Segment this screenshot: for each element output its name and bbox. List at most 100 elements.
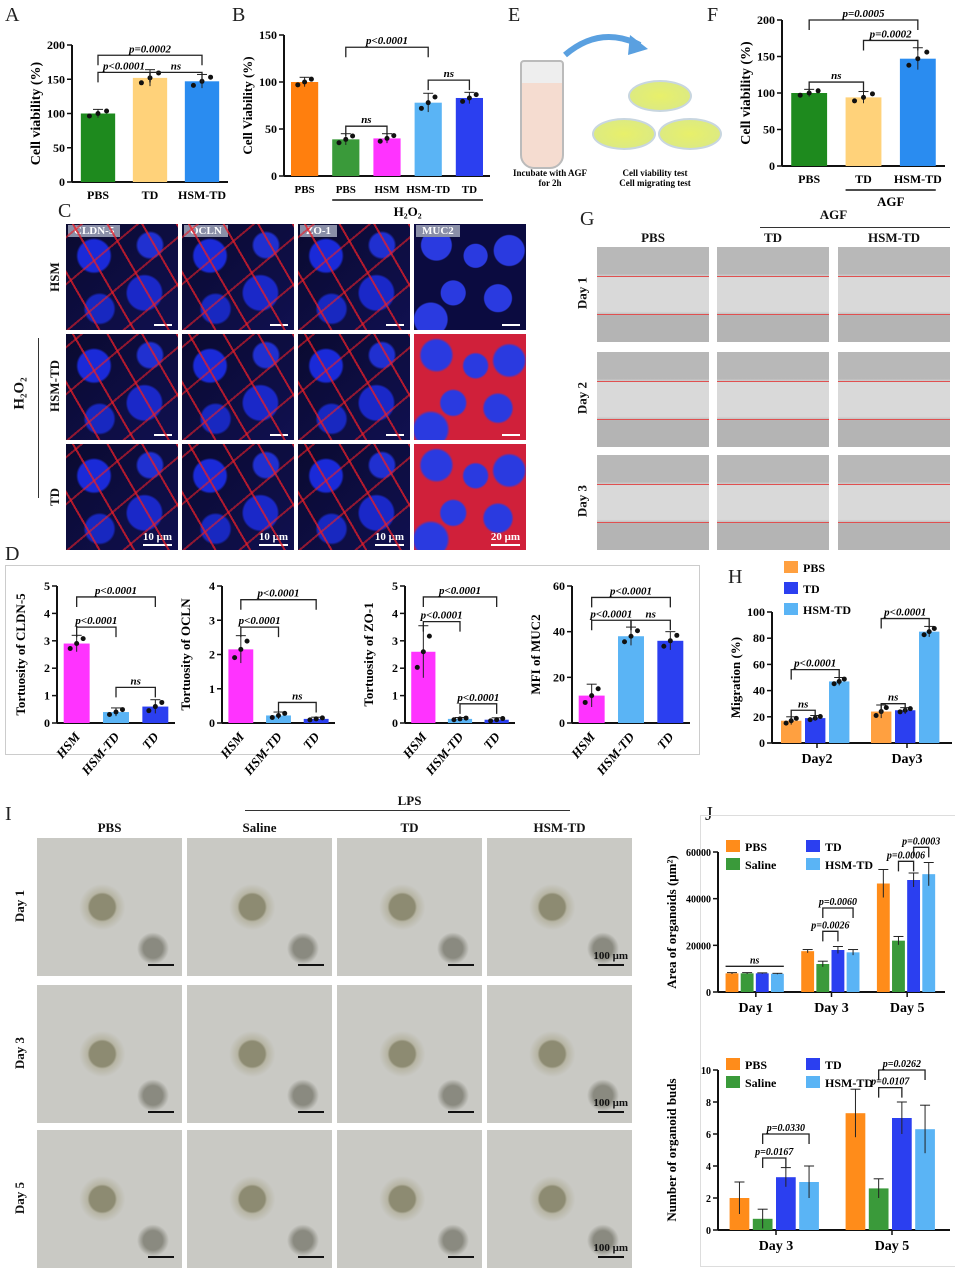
confocal-image — [182, 334, 294, 440]
y-tick-label: 0 — [759, 736, 765, 750]
data-point — [457, 716, 463, 722]
y-tick-label: 0 — [271, 169, 277, 183]
significance-bracket — [808, 81, 865, 93]
y-axis-label: Cell viability (%) — [29, 61, 44, 165]
step-1-text: Incubate with AGF for 2h — [512, 168, 587, 188]
bar — [770, 973, 784, 992]
x-tick-label: HSM — [52, 729, 83, 762]
data-point — [793, 715, 799, 721]
x-tick-label: HSM-TD — [422, 729, 467, 779]
organoid-image — [37, 1130, 182, 1268]
significance-bracket — [76, 626, 117, 638]
significance-label: p=0.0002 — [128, 43, 172, 55]
bar — [876, 883, 890, 992]
bar — [895, 710, 916, 743]
y-tick-label: 200 — [757, 13, 775, 27]
bar — [103, 712, 129, 723]
y-tick-label: 150 — [259, 28, 277, 42]
data-point — [831, 681, 837, 687]
tube-illustration — [520, 60, 564, 169]
y-tick-label: 0 — [706, 988, 711, 999]
data-point — [817, 714, 823, 720]
legend-label: HSM-TD — [825, 1076, 873, 1090]
scratch-image — [597, 247, 709, 342]
data-point — [377, 138, 383, 144]
x-tick-label: HSM-TD — [593, 729, 638, 779]
x-tick-label: PBS — [87, 188, 109, 202]
legend-label: TD — [825, 1058, 842, 1072]
legend-swatch — [726, 1076, 740, 1088]
data-point — [634, 628, 640, 634]
data-point — [926, 629, 932, 635]
y-tick-label: 20 — [553, 670, 565, 684]
confocal-image: MUC2 — [414, 224, 526, 330]
y-tick-label: 0 — [209, 716, 215, 730]
step-2-text: Cell viability test Cell migrating test — [600, 168, 710, 188]
y-tick-label: 10 — [701, 1066, 711, 1077]
y-tick-label: 0 — [769, 159, 775, 173]
x-tick-label: HSM-TD — [78, 729, 123, 779]
bar — [266, 715, 291, 723]
x-tick-label: PBS — [798, 172, 820, 186]
significance-bracket — [345, 46, 429, 58]
data-point — [119, 707, 125, 713]
organoid-image: 100 μm — [487, 1130, 632, 1268]
data-point — [319, 715, 325, 721]
y-axis-label: Cell viability (%) — [739, 41, 754, 145]
data-point — [883, 705, 889, 711]
confocal-image: OCLN — [182, 224, 294, 330]
x-tick-label: TD — [300, 729, 323, 752]
y-tick-label: 1 — [209, 682, 215, 696]
data-point — [86, 113, 92, 119]
x-tick-label: TD — [462, 184, 477, 196]
legend-swatch — [806, 1058, 820, 1070]
bar — [618, 636, 644, 723]
significance-bracket — [878, 1069, 926, 1080]
data-point — [628, 633, 634, 639]
data-point — [232, 655, 238, 661]
data-point — [418, 105, 424, 111]
bar — [831, 950, 845, 992]
significance-label: p<0.0001 — [74, 615, 117, 627]
data-point — [494, 717, 500, 723]
divider — [245, 810, 570, 811]
scratch-image — [838, 247, 950, 342]
legend-label: TD — [825, 840, 842, 854]
y-axis-label: MFI of MUC2 — [528, 614, 543, 694]
y-axis-label: Tortuosity of ZO-1 — [361, 602, 376, 706]
scale-bar — [448, 964, 474, 966]
data-point — [138, 80, 144, 86]
confocal-image: ZO-1 — [298, 224, 410, 330]
scale-bar — [148, 1111, 174, 1113]
bar — [657, 640, 684, 723]
scratch-image — [717, 247, 829, 342]
y-tick-label: 0 — [392, 716, 398, 730]
group-label: AGF — [877, 194, 905, 209]
significance-bracket — [591, 596, 671, 608]
panel-label-a: A — [5, 4, 20, 26]
data-point — [500, 716, 506, 722]
row-label: Day 5 — [12, 1181, 27, 1215]
x-tick-label: HSM — [216, 729, 247, 762]
panel-label-h: H — [728, 566, 743, 588]
data-point — [208, 74, 214, 80]
y-tick-label: 3 — [392, 634, 398, 648]
y-tick-label: 40 — [753, 684, 765, 698]
panel-label-j: J — [705, 803, 713, 825]
scratch-image — [717, 352, 829, 447]
y-tick-label: 3 — [209, 613, 215, 627]
data-point — [931, 626, 937, 632]
data-point — [414, 664, 420, 670]
data-point — [797, 92, 803, 98]
data-point — [95, 111, 101, 116]
y-tick-label: 80 — [753, 631, 765, 645]
scratch-image — [838, 352, 950, 447]
organoid-image — [37, 838, 182, 976]
data-point — [426, 633, 432, 639]
panel-label-f: F — [707, 4, 719, 26]
significance-label: p=0.0330 — [766, 1123, 805, 1134]
bar — [899, 58, 936, 166]
bar — [845, 97, 882, 166]
data-point — [313, 716, 319, 722]
